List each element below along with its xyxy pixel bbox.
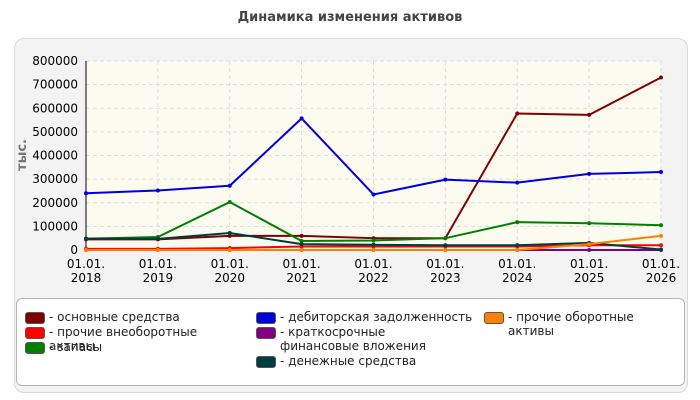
legend-swatch	[25, 327, 45, 339]
data-point	[155, 248, 160, 252]
data-point	[659, 243, 663, 248]
data-point	[515, 220, 520, 225]
legend-label: - дебиторская задолженность	[280, 310, 473, 324]
legend-label: - краткосрочные финансовые вложения	[280, 325, 426, 353]
data-point	[587, 171, 592, 176]
data-point	[84, 248, 88, 252]
data-point	[659, 75, 663, 80]
x-tick-label: 01.01. 2019	[139, 257, 177, 285]
legend-label: - прочие оборотные активы	[508, 310, 634, 338]
data-point	[155, 236, 160, 241]
x-tick-label: 01.01. 2023	[426, 257, 464, 285]
data-point	[299, 248, 304, 252]
legend-swatch	[256, 356, 276, 368]
legend-item-short-term-investments: - краткосрочные финансовые вложения	[256, 325, 466, 353]
legend-swatch	[25, 312, 45, 324]
chart-legend: - основные средства - прочие внеоборотны…	[16, 298, 685, 386]
data-point	[84, 191, 88, 196]
legend-item-fixed-assets: - основные средства	[25, 310, 180, 324]
data-point	[443, 236, 448, 241]
x-tick-label: 01.01. 2022	[354, 257, 392, 285]
y-tick-label: 600000	[32, 101, 78, 115]
data-point	[659, 247, 663, 252]
data-point	[587, 248, 592, 252]
x-tick-label: 01.01. 2026	[642, 257, 680, 285]
data-point	[84, 236, 88, 241]
chart-title: Динамика изменения активов	[237, 10, 463, 25]
data-point	[515, 248, 520, 252]
y-tick-label: 800000	[32, 54, 78, 68]
data-point	[371, 248, 376, 252]
data-point	[299, 242, 304, 247]
data-point	[587, 242, 592, 247]
data-point	[659, 233, 663, 238]
data-point	[587, 221, 592, 226]
x-tick-label: 01.01. 2024	[498, 257, 536, 285]
data-point	[443, 248, 448, 252]
data-point	[515, 111, 520, 116]
x-tick-label: 01.01. 2025	[570, 257, 608, 285]
data-point	[371, 242, 376, 247]
legend-swatch	[256, 327, 276, 339]
legend-label: - денежные средства	[280, 354, 417, 368]
y-tick-label: 200000	[32, 196, 78, 210]
data-point	[515, 243, 520, 248]
data-point	[299, 239, 304, 244]
legend-label: - основные средства	[49, 310, 180, 324]
legend-swatch	[256, 312, 276, 324]
data-point	[227, 248, 232, 252]
data-point	[443, 243, 448, 248]
legend-item-cash: - денежные средства	[256, 354, 416, 368]
data-point	[227, 200, 232, 205]
data-point	[443, 177, 448, 182]
y-tick-label: 0	[70, 243, 78, 257]
data-point	[227, 230, 232, 235]
data-point	[155, 188, 160, 193]
legend-item-other-current-assets: - прочие оборотные активы	[484, 310, 680, 338]
y-tick-label: 700000	[32, 78, 78, 92]
data-point	[659, 223, 663, 228]
data-point	[515, 180, 520, 185]
legend-swatch	[484, 312, 504, 324]
x-tick-label: 01.01. 2021	[283, 257, 321, 285]
y-axis-label: тыс.	[15, 139, 30, 171]
data-point	[299, 233, 304, 238]
legend-label: - прочие внеоборотные активы	[49, 325, 198, 353]
x-tick-label: 01.01. 2020	[211, 257, 249, 285]
legend-item-other-noncurrent-assets: - прочие внеоборотные активы	[25, 325, 245, 353]
data-point	[371, 238, 376, 243]
y-tick-label: 400000	[32, 149, 78, 163]
legend-label: - запасы	[49, 340, 103, 354]
y-tick-label: 500000	[32, 125, 78, 139]
legend-item-inventory: - запасы	[25, 340, 102, 354]
y-tick-label: 100000	[32, 219, 78, 233]
data-point	[587, 112, 592, 117]
legend-item-receivables: - дебиторская задолженность	[256, 310, 486, 324]
data-point	[227, 183, 232, 188]
legend-swatch	[25, 342, 45, 354]
data-point	[227, 233, 232, 238]
x-tick-label: 01.01. 2018	[67, 257, 105, 285]
y-tick-label: 300000	[32, 172, 78, 186]
data-point	[299, 116, 304, 121]
data-point	[371, 192, 376, 197]
data-point	[659, 170, 663, 175]
